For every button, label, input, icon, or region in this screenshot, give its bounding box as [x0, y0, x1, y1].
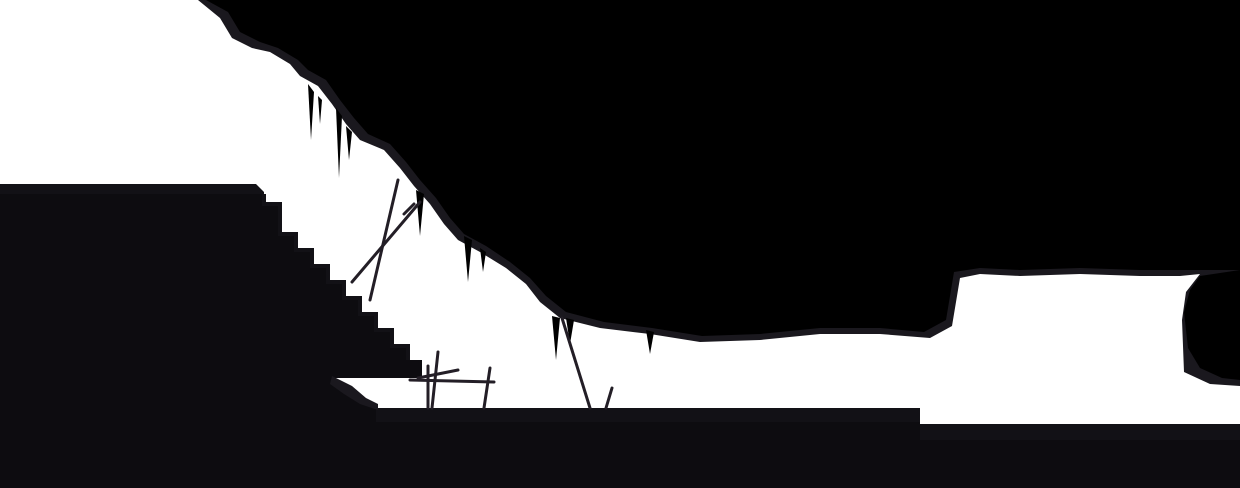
stake-long — [560, 316, 592, 410]
plank-horizontal — [408, 378, 496, 384]
plank-tilted — [416, 368, 460, 380]
post-mid — [430, 350, 440, 410]
leaning-pole-upright — [368, 178, 400, 302]
cave-ceiling — [198, 0, 1240, 386]
leaning-pole-long — [350, 200, 422, 284]
wooden-debris — [350, 178, 614, 410]
floor-right-top — [920, 424, 1240, 440]
floor-rubble-edge — [330, 376, 378, 410]
floor-main — [330, 378, 1240, 488]
hanging-drips — [308, 84, 654, 360]
floor-ledge-top — [376, 408, 920, 422]
left-cliff-staircase — [0, 184, 422, 488]
crossbar-pole — [402, 202, 416, 216]
cave-ceiling-body — [206, 0, 1240, 336]
right-rock-bulge — [1184, 270, 1240, 380]
cave-floor — [330, 376, 1240, 488]
post-right — [482, 366, 492, 410]
stake-short — [604, 386, 614, 410]
